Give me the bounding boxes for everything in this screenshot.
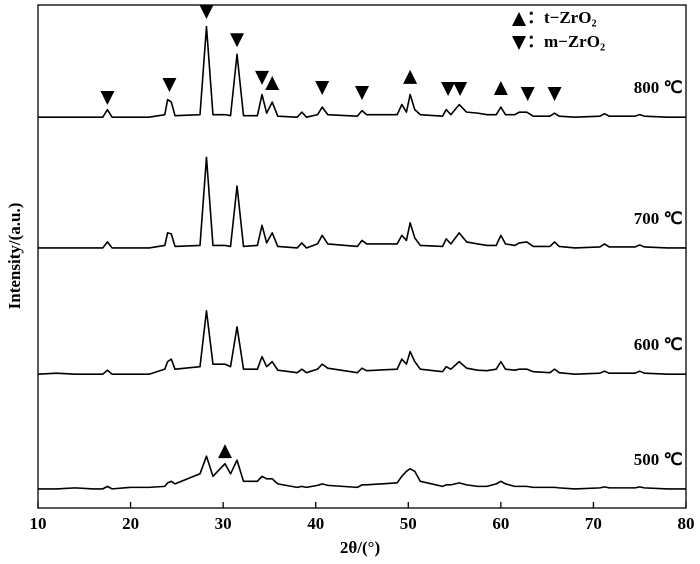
- phase-marker: [453, 82, 468, 97]
- phase-marker: [230, 33, 245, 48]
- legend-label: ：m−ZrO₂: [527, 32, 605, 51]
- phase-marker: [315, 80, 330, 95]
- xrd-line: [38, 156, 686, 249]
- x-axis-label: 2θ/(°): [340, 538, 380, 557]
- xrd-line: [37, 310, 686, 375]
- xrd-line: [38, 25, 686, 118]
- phase-marker: [441, 82, 456, 97]
- x-tick-label: 40: [307, 514, 324, 533]
- phase-marker: [217, 444, 232, 459]
- phase-marker: [100, 91, 115, 106]
- xrd-line: [38, 455, 686, 490]
- x-tick-label: 10: [30, 514, 47, 533]
- x-tick-label: 70: [585, 514, 602, 533]
- phase-marker: [162, 77, 177, 92]
- x-tick-label: 30: [215, 514, 232, 533]
- phase-marker: [265, 75, 280, 90]
- x-tick-label: 80: [678, 514, 695, 533]
- phase-marker: [520, 87, 535, 102]
- legend-label: ：t−ZrO₂: [527, 8, 597, 27]
- legend-symbol: [512, 36, 526, 50]
- x-tick-label: 60: [492, 514, 509, 533]
- x-tick-label: 50: [400, 514, 417, 533]
- phase-marker: [199, 5, 214, 20]
- phase-marker: [493, 80, 508, 95]
- y-axis-label: Intensity/(a.u.): [5, 203, 24, 310]
- legend-symbol: [512, 12, 526, 26]
- series-label: 500 ℃: [634, 450, 683, 469]
- phase-marker: [255, 70, 270, 85]
- phase-marker: [403, 69, 418, 84]
- plot-frame: [37, 4, 687, 509]
- x-tick-label: 20: [122, 514, 139, 533]
- phase-marker: [547, 87, 562, 102]
- phase-marker: [355, 86, 369, 101]
- series-label: 600 ℃: [634, 335, 683, 354]
- series-label: 700 ℃: [634, 209, 683, 228]
- series-label: 800 ℃: [634, 78, 683, 97]
